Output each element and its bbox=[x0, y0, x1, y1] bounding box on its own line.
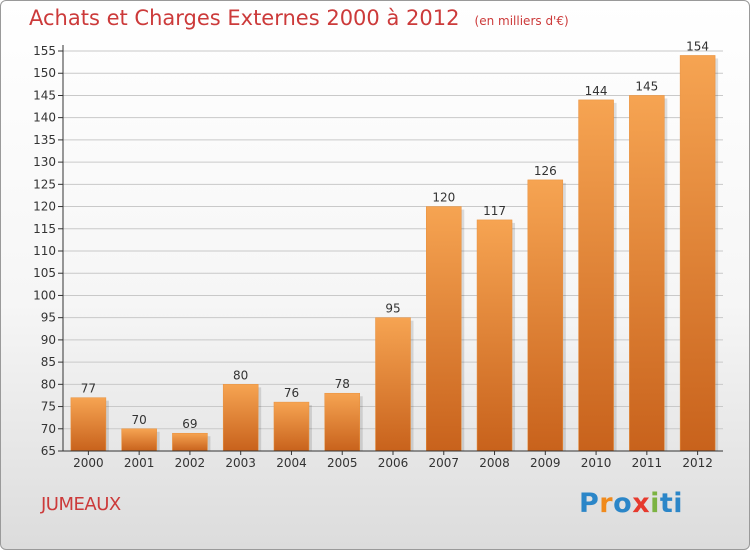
y-tick-label: 100 bbox=[33, 288, 56, 302]
x-tick-label: 2010 bbox=[581, 456, 612, 470]
logo-letter: r bbox=[599, 488, 614, 519]
y-tick-label: 110 bbox=[33, 244, 56, 258]
y-tick-labels: 65 70 75 80 85 90 95 100 105 110 115 120 125 130 135 14… bbox=[33, 44, 56, 458]
data-label: 95 bbox=[385, 302, 400, 316]
bar bbox=[476, 219, 513, 452]
bar bbox=[527, 179, 564, 452]
y-tick-label: 90 bbox=[41, 333, 56, 347]
proxiti-logo: Proxiti bbox=[579, 488, 683, 519]
bars bbox=[70, 55, 719, 452]
y-tick-label: 115 bbox=[33, 222, 56, 236]
x-tick-label: 2011 bbox=[632, 456, 663, 470]
y-tick-label: 135 bbox=[33, 133, 56, 147]
x-tick-label: 2005 bbox=[327, 456, 358, 470]
y-tick-label: 65 bbox=[41, 444, 56, 458]
bar bbox=[70, 397, 107, 452]
data-label: 77 bbox=[81, 382, 96, 396]
y-tick-label: 125 bbox=[33, 177, 56, 191]
chart-title-block: Achats et Charges Externes 2000 à 2012 (… bbox=[29, 6, 569, 30]
data-label: 154 bbox=[686, 39, 709, 53]
y-tick-label: 80 bbox=[41, 377, 56, 391]
data-label: 145 bbox=[635, 79, 658, 93]
bar bbox=[426, 206, 462, 452]
x-tick-labels: 2000 2001 2002 2003 2004 2005 2006 2007 2008 2009… bbox=[73, 451, 713, 470]
x-tick-label: 2002 bbox=[175, 456, 206, 470]
y-tick-label: 85 bbox=[41, 355, 56, 369]
data-label: 144 bbox=[585, 84, 608, 98]
y-tick-label: 105 bbox=[33, 266, 56, 280]
x-tick-label: 2003 bbox=[225, 456, 256, 470]
y-tick-label: 120 bbox=[33, 200, 56, 214]
bar bbox=[578, 99, 614, 452]
data-labels: 77 70 69 80 76 78 95 120 117 126 144 145 154 bbox=[81, 39, 709, 431]
bar bbox=[629, 95, 665, 452]
bar bbox=[273, 401, 310, 452]
bar bbox=[324, 392, 360, 452]
x-tick-label: 2008 bbox=[479, 456, 510, 470]
data-label: 69 bbox=[182, 417, 197, 431]
y-tick-label: 140 bbox=[33, 111, 56, 125]
logo-letter: i bbox=[650, 488, 660, 519]
data-label: 78 bbox=[335, 377, 350, 391]
logo-letter: i bbox=[673, 488, 684, 519]
bar bbox=[121, 428, 157, 452]
x-tick-label: 2000 bbox=[73, 456, 104, 470]
data-label: 70 bbox=[132, 413, 147, 427]
x-tick-label: 2007 bbox=[428, 456, 459, 470]
bar bbox=[222, 384, 259, 452]
x-tick-label: 2001 bbox=[124, 456, 155, 470]
y-tick-label: 145 bbox=[33, 88, 56, 102]
data-label: 120 bbox=[432, 191, 455, 205]
logo-letter: P bbox=[579, 488, 600, 519]
chart-title: Achats et Charges Externes 2000 à 2012 bbox=[29, 6, 460, 30]
logo-letter: x bbox=[632, 488, 651, 519]
data-label: 76 bbox=[284, 386, 299, 400]
x-tick-label: 2009 bbox=[530, 456, 561, 470]
y-tick-label: 130 bbox=[33, 155, 56, 169]
x-tick-label: 2004 bbox=[276, 456, 307, 470]
data-label: 117 bbox=[483, 204, 506, 218]
x-tick-label: 2012 bbox=[682, 456, 713, 470]
location-label: JUMEAUX bbox=[41, 494, 121, 515]
y-tick-label: 95 bbox=[41, 311, 56, 325]
data-label: 80 bbox=[233, 368, 248, 382]
x-tick-label: 2006 bbox=[378, 456, 409, 470]
y-tick-label: 70 bbox=[41, 422, 56, 436]
bar bbox=[679, 55, 716, 452]
y-tick-label: 75 bbox=[41, 400, 56, 414]
bar bbox=[172, 432, 208, 452]
bar bbox=[375, 317, 411, 452]
chart-unit-label: (en milliers d'€) bbox=[474, 14, 569, 28]
y-tick-label: 150 bbox=[33, 66, 56, 80]
y-tick-label: 155 bbox=[33, 44, 56, 58]
data-label: 126 bbox=[534, 164, 557, 178]
logo-letter: t bbox=[659, 488, 674, 519]
logo-letter: o bbox=[613, 488, 633, 519]
